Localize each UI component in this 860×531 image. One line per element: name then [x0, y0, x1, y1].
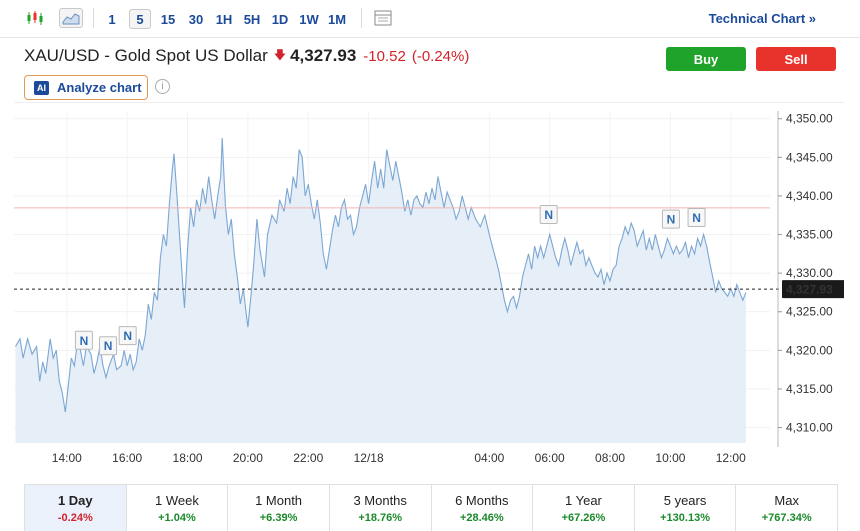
info-icon[interactable]: i — [155, 79, 170, 94]
performance-tab[interactable]: 1 Day -0.24% — [25, 485, 127, 531]
y-tick-label: 4,345.00 — [786, 150, 833, 164]
y-tick-label: 4,315.00 — [786, 382, 833, 396]
performance-tab[interactable]: 6 Months +28.46% — [432, 485, 534, 531]
ai-icon: AI — [34, 80, 49, 95]
performance-tab-value: -0.24% — [57, 512, 93, 524]
y-tick-label: 4,350.00 — [786, 112, 833, 126]
news-marker-label: N — [667, 213, 676, 227]
technical-chart-link[interactable]: Technical Chart » — [708, 11, 816, 26]
instrument-title: XAU/USD - Gold Spot US Dollar — [24, 46, 268, 65]
y-tick-label: 4,335.00 — [786, 228, 833, 242]
x-tick-label: 06:00 — [535, 451, 565, 465]
timeframe-1d[interactable]: 1D — [271, 11, 289, 27]
price-chart[interactable]: 4,310.00 4,315.00 4,320.00 4,325.00 4,330.00… — [14, 102, 844, 474]
price-line — [15, 137, 747, 413]
timeframe-1w[interactable]: 1W — [299, 11, 319, 27]
chart-canvas[interactable]: 4,310.00 4,315.00 4,320.00 4,325.00 4,330.00… — [14, 103, 844, 475]
x-tick-label: 04:00 — [474, 451, 504, 465]
y-tick-label: 4,325.00 — [786, 305, 833, 319]
price-change-percent: (-0.24%) — [411, 47, 470, 65]
toolbar-divider — [93, 8, 94, 28]
news-marker-label: N — [123, 329, 132, 343]
timeframe-1m[interactable]: 1M — [327, 11, 347, 27]
performance-tab-label: 1 Day — [57, 493, 93, 508]
performance-tab-value: +67.26% — [561, 512, 606, 524]
price-change: -10.52 — [363, 47, 406, 65]
x-tick-label: 18:00 — [173, 451, 203, 465]
performance-tab-label: 1 Week — [155, 493, 199, 508]
performance-tab[interactable]: 1 Year +67.26% — [533, 485, 635, 531]
sell-button[interactable]: Sell — [756, 47, 836, 71]
performance-tab-value: +18.76% — [358, 512, 403, 524]
instrument-header: XAU/USD - Gold Spot US Dollar 🡇 4,327.93… — [24, 44, 469, 68]
performance-tab[interactable]: 1 Week +1.04% — [127, 485, 229, 531]
down-arrow-icon: 🡇 — [273, 47, 287, 62]
toolbar-divider — [361, 8, 362, 28]
news-marker-label: N — [104, 339, 113, 353]
performance-tab-label: 5 years — [663, 493, 707, 508]
y-tick-label: 4,330.00 — [786, 266, 833, 280]
y-tick-label: 4,320.00 — [786, 343, 833, 357]
news-marker — [99, 336, 118, 356]
x-tick-label: 14:00 — [52, 451, 82, 465]
x-tick-label: 20:00 — [233, 451, 263, 465]
performance-tab-value: +130.13% — [660, 512, 710, 524]
performance-tab-value: +767.34% — [761, 512, 812, 524]
news-marker-label: N — [80, 334, 89, 348]
x-tick-label: 12/18 — [354, 451, 384, 465]
table-icon[interactable] — [372, 8, 394, 28]
performance-tab-label: 3 Months — [353, 493, 407, 508]
buy-button[interactable]: Buy — [666, 47, 746, 71]
performance-tab[interactable]: 1 Month +6.39% — [228, 485, 330, 531]
performance-tab-label: Max — [774, 493, 799, 508]
news-marker-label: N — [544, 208, 553, 222]
performance-tab-label: 1 Year — [565, 493, 602, 508]
timeframe-1[interactable]: 1 — [108, 11, 116, 27]
last-price-label: 4,327.93 — [786, 283, 833, 297]
x-tick-label: 22:00 — [293, 451, 323, 465]
candlestick-icon[interactable] — [24, 8, 46, 28]
area-chart-icon[interactable] — [59, 8, 83, 28]
news-marker — [118, 326, 137, 346]
price-area — [15, 138, 746, 443]
performance-tab-label: 1 Month — [255, 493, 303, 508]
analyze-chart-label: Analyze chart — [57, 80, 142, 95]
performance-tab-value: +28.46% — [459, 512, 504, 524]
chart-toolbar: 1 5 15 30 1H 5H 1D 1W 1M Technical Chart… — [0, 0, 860, 38]
x-tick-label: 10:00 — [655, 451, 685, 465]
news-marker — [74, 330, 93, 350]
performance-tab-label: 6 Months — [455, 493, 509, 508]
x-tick-label: 16:00 — [112, 451, 142, 465]
news-marker-label: N — [692, 211, 701, 225]
performance-tab[interactable]: Max +767.34% — [736, 485, 837, 531]
x-tick-label: 08:00 — [595, 451, 625, 465]
y-tick-label: 4,310.00 — [786, 421, 833, 435]
timeframe-30[interactable]: 30 — [188, 11, 204, 27]
news-marker — [661, 209, 680, 229]
performance-tab[interactable]: 5 years +130.13% — [635, 485, 737, 531]
performance-tabs: 1 Day -0.24% 1 Week +1.04% 1 Month +6.39% 3 Mo… — [24, 484, 838, 531]
x-tick-label: 12:00 — [716, 451, 746, 465]
timeframe-5[interactable]: 5 — [129, 9, 151, 29]
last-price-label-bg — [782, 280, 844, 299]
y-tick-label: 4,340.00 — [786, 189, 833, 203]
timeframe-5h[interactable]: 5H — [243, 11, 261, 27]
last-price: 4,327.93 — [290, 46, 357, 65]
performance-tab[interactable]: 3 Months +18.76% — [330, 485, 432, 531]
news-marker — [539, 204, 558, 224]
timeframe-15[interactable]: 15 — [160, 11, 176, 27]
performance-tab-value: +6.39% — [259, 512, 298, 524]
news-marker — [687, 208, 706, 228]
performance-tab-value: +1.04% — [158, 512, 196, 524]
analyze-chart-button[interactable]: AI Analyze chart — [24, 75, 148, 100]
timeframe-1h[interactable]: 1H — [215, 11, 233, 27]
